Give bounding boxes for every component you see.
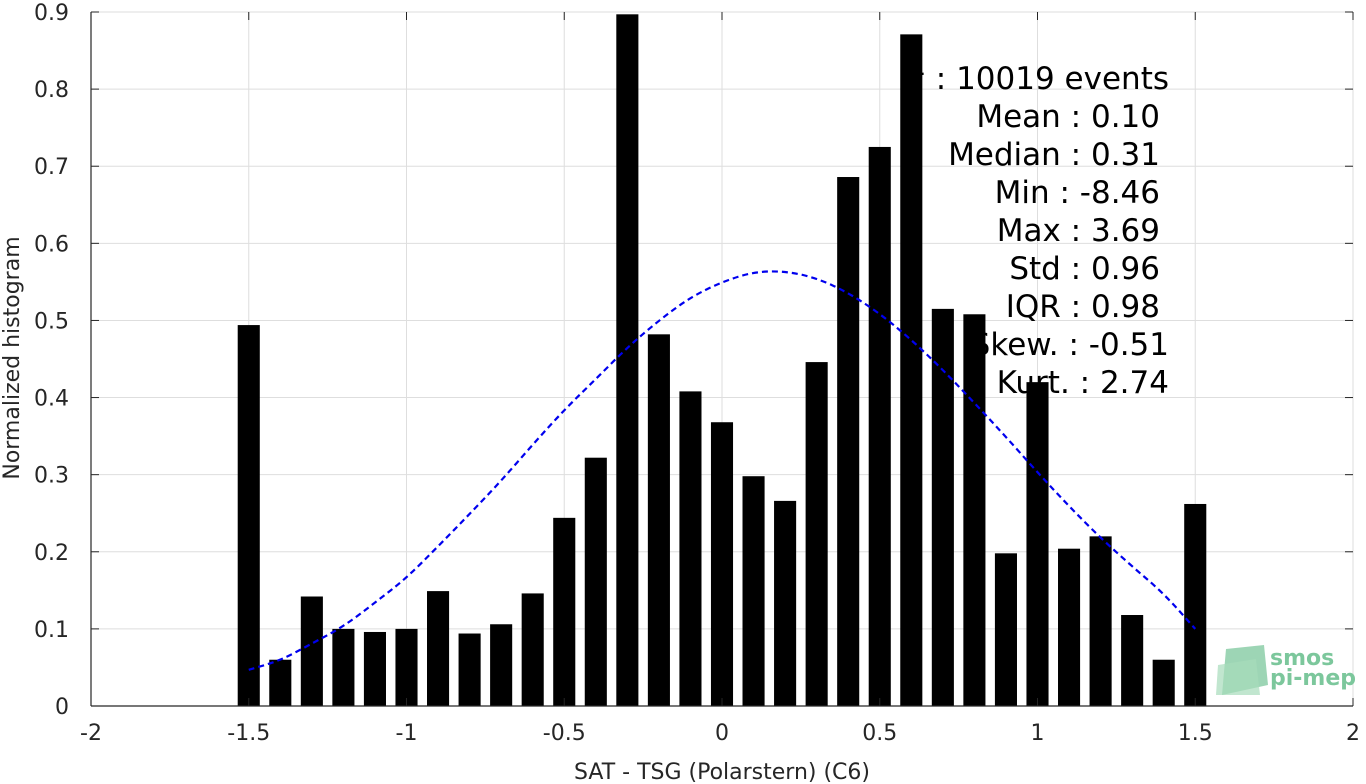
histogram-bar <box>994 553 1017 706</box>
logo-text-smos: smos <box>1270 646 1334 671</box>
histogram-bar <box>1121 615 1144 706</box>
histogram-bar <box>427 591 450 706</box>
histogram-bar <box>963 314 986 706</box>
x-tick-label: -1 <box>396 721 418 746</box>
gaussian-fit-curve <box>248 270 1197 671</box>
histogram-bar <box>742 476 765 706</box>
statistic-line: Kurt. : 2.74 <box>997 365 1169 401</box>
histogram-bar <box>679 391 702 706</box>
histogram-bar <box>931 308 954 706</box>
y-tick-label: 0.4 <box>34 387 69 412</box>
x-axis-ticks: -2 -1.5 -1 -0.5 0 0.5 1 1.5 2 <box>80 12 1360 746</box>
histogram-bar <box>1058 548 1081 706</box>
statistic-line: Median : 0.31 <box>948 137 1160 173</box>
histogram-bar <box>1184 503 1207 706</box>
histogram-bar <box>710 422 734 706</box>
y-tick-label: 0.2 <box>34 541 69 566</box>
histogram-bar <box>363 631 386 706</box>
histogram-bar <box>490 624 513 706</box>
y-tick-label: 0.9 <box>34 1 69 26</box>
histogram-bar <box>1152 659 1175 706</box>
y-tick-label: 0.1 <box>34 618 69 643</box>
statistic-line: Mean : 0.10 <box>976 99 1160 135</box>
y-tick-label: 0.7 <box>34 155 69 180</box>
histogram-bar <box>300 596 323 706</box>
statistic-line: Std : 0.96 <box>1009 251 1160 287</box>
x-tick-label: 1 <box>1031 721 1045 746</box>
x-tick-label: 0 <box>715 721 729 746</box>
x-tick-label: -0.5 <box>543 721 586 746</box>
histogram-bar <box>521 593 544 706</box>
y-tick-label: 0.8 <box>34 78 69 103</box>
y-tick-label: 0.6 <box>34 232 69 257</box>
histogram-bar <box>616 14 639 706</box>
x-tick-label: 2 <box>1346 721 1360 746</box>
smos-pi-mep-logo: smos pi-mep <box>1216 645 1356 695</box>
histogram-bar <box>900 34 923 706</box>
y-axis-ticks: 0 0.1 0.2 0.3 0.4 0.5 0.6 0.7 0.8 0.9 <box>34 1 1353 720</box>
x-tick-label: -1.5 <box>227 721 270 746</box>
y-tick-label: 0 <box>55 695 69 720</box>
histogram-bar <box>868 146 891 706</box>
histogram-bar <box>553 517 576 706</box>
histogram-bars <box>237 14 1207 707</box>
statistic-line: Max : 3.69 <box>997 213 1160 249</box>
histogram-bar <box>805 362 828 706</box>
x-tick-label: -2 <box>80 721 102 746</box>
statistic-line: Skew. : -0.51 <box>971 327 1169 363</box>
x-tick-label: 1.5 <box>1178 721 1213 746</box>
histogram-bar <box>458 633 481 706</box>
statistic-line: IQR : 0.98 <box>1006 289 1160 325</box>
x-tick-label: 0.5 <box>862 721 897 746</box>
histogram-bar <box>1089 536 1112 706</box>
histogram-bar <box>332 628 355 706</box>
histogram-bar <box>1026 382 1049 706</box>
histogram-bar <box>584 457 607 706</box>
x-axis-label: SAT - TSG (Polarstern) (C6) <box>574 760 870 784</box>
y-tick-label: 0.5 <box>34 309 69 334</box>
histogram-bar <box>269 659 292 706</box>
logo-text-pimep: pi-mep <box>1270 666 1356 691</box>
histogram-bar <box>837 177 860 707</box>
statistic-line: Min : -8.46 <box>995 175 1160 211</box>
y-axis-label: Normalized histogram <box>0 236 25 479</box>
statistic-line: # : 10019 events <box>900 61 1169 97</box>
histogram-bar <box>774 500 797 706</box>
histogram-bar <box>395 628 418 706</box>
logo-icon-layer <box>1216 659 1260 695</box>
histogram-bar <box>237 325 260 706</box>
y-tick-label: 0.3 <box>34 464 69 489</box>
histogram-bar <box>647 334 670 706</box>
